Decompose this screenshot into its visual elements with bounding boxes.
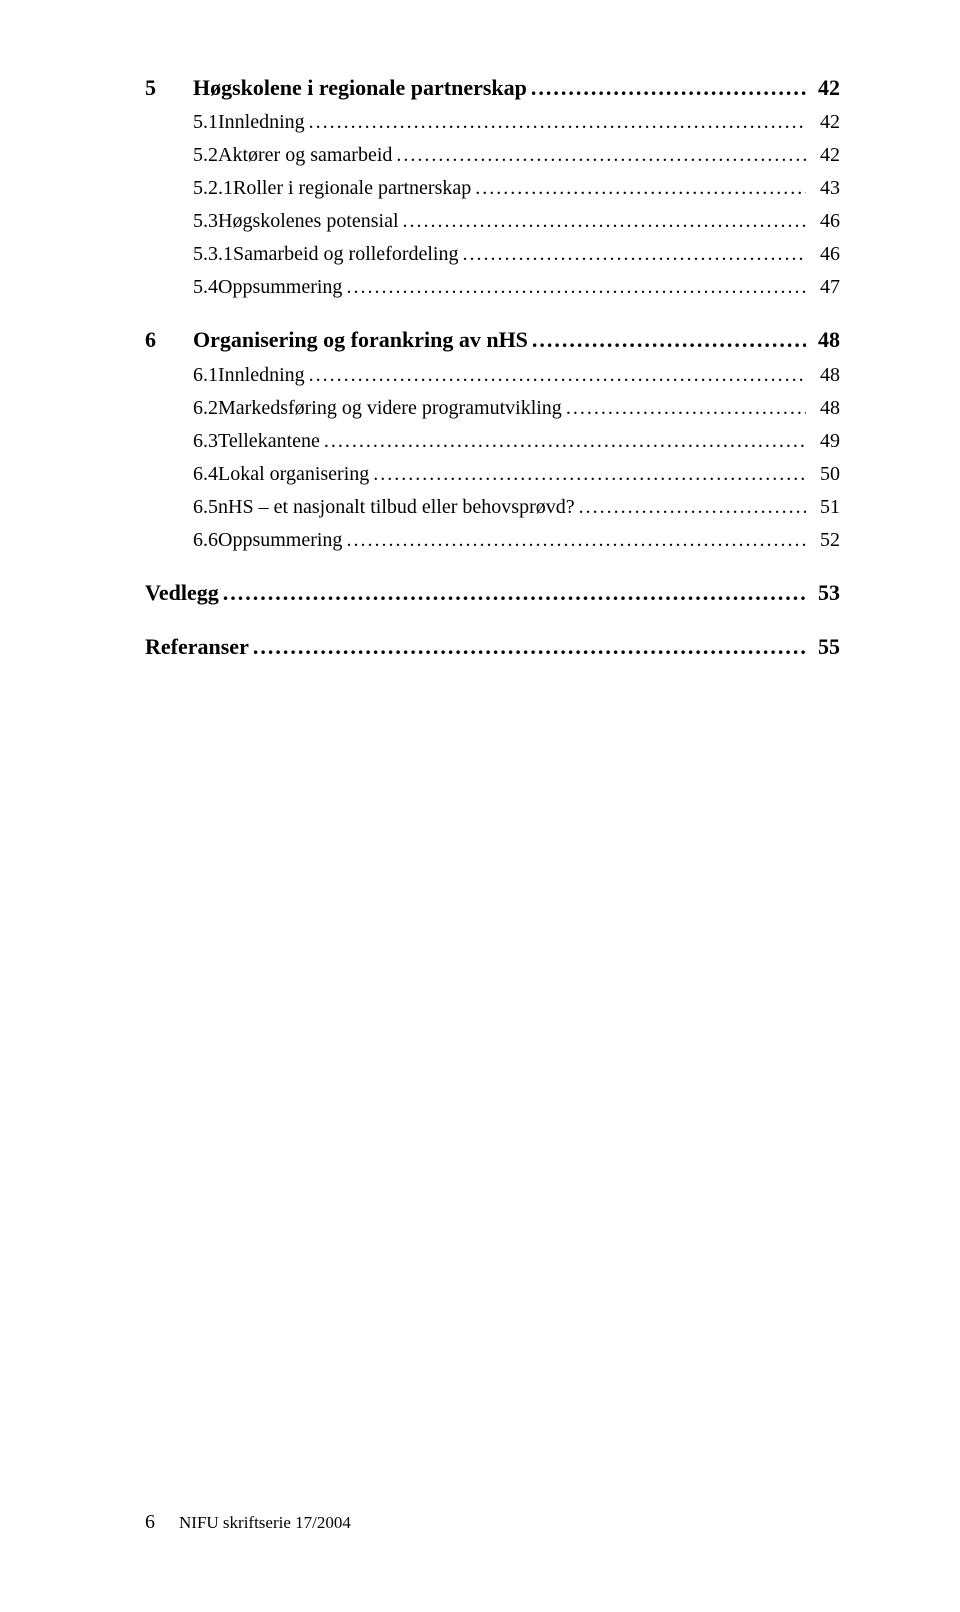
- toc-section-number: 6.6: [145, 524, 218, 557]
- toc-section-5-3: 5.3 Høgskolenes potensial ..............…: [145, 205, 840, 238]
- toc-subsection-number: 5.3.1: [145, 238, 233, 271]
- page-footer: 6 NIFU skriftserie 17/2004: [145, 1511, 351, 1534]
- toc-section-number: 6.5: [145, 491, 218, 524]
- toc-section-title: Lokal organisering: [218, 458, 369, 491]
- page: 5 Høgskolene i regionale partnerskap ...…: [0, 0, 960, 1612]
- toc-section-number: 6.3: [145, 425, 218, 458]
- toc-chapter-title: Høgskolene i regionale partnerskap: [193, 70, 527, 106]
- toc-section-title: Tellekantene: [218, 425, 320, 458]
- toc-section-page: 48: [806, 392, 840, 425]
- toc-subsection-page: 46: [806, 238, 840, 271]
- toc-section-title: Innledning: [218, 359, 305, 392]
- toc-leader: ........................................…: [305, 359, 806, 392]
- toc-section-page: 42: [806, 139, 840, 172]
- toc-leader: ........................................…: [342, 271, 806, 304]
- toc-chapter-page: 48: [806, 322, 840, 358]
- toc-subsection-title: Roller i regionale partnerskap: [233, 172, 471, 205]
- series-label: NIFU skriftserie 17/2004: [179, 1513, 351, 1533]
- toc-references-title: Referanser: [145, 629, 249, 665]
- toc-leader: ........................................…: [575, 491, 806, 524]
- toc-leader: ........................................…: [459, 238, 807, 271]
- page-number: 6: [145, 1511, 155, 1534]
- toc-section-page: 48: [806, 359, 840, 392]
- toc-section-number: 6.4: [145, 458, 218, 491]
- toc-chapter-page: 42: [806, 70, 840, 106]
- spacer: [145, 304, 840, 322]
- toc-leader: ........................................…: [528, 322, 806, 358]
- toc-leader: ........................................…: [471, 172, 806, 205]
- toc-section-number: 5.4: [145, 271, 218, 304]
- toc-section-title: Innledning: [218, 106, 305, 139]
- toc-leader: ........................................…: [249, 629, 806, 665]
- toc-leader: ........................................…: [320, 425, 806, 458]
- spacer: [145, 611, 840, 629]
- toc-subsection-number: 5.2.1: [145, 172, 233, 205]
- toc-chapter-5: 5 Høgskolene i regionale partnerskap ...…: [145, 70, 840, 106]
- toc-leader: ........................................…: [562, 392, 806, 425]
- toc-references-page: 55: [806, 629, 840, 665]
- toc-subsection-title: Samarbeid og rollefordeling: [233, 238, 459, 271]
- toc-appendix-page: 53: [806, 575, 840, 611]
- toc-chapter-title: Organisering og forankring av nHS: [193, 322, 528, 358]
- toc-section-5-2: 5.2 Aktører og samarbeid ...............…: [145, 139, 840, 172]
- toc-referanser: Referanser .............................…: [145, 629, 840, 665]
- spacer: [145, 557, 840, 575]
- toc-section-6-6: 6.6 Oppsummering .......................…: [145, 524, 840, 557]
- toc-subsection-5-2-1: 5.2.1 Roller i regionale partnerskap ...…: [145, 172, 840, 205]
- toc-section-number: 5.3: [145, 205, 218, 238]
- toc-section-page: 47: [806, 271, 840, 304]
- toc-section-title: Høgskolenes potensial: [218, 205, 399, 238]
- toc-section-number: 5.1: [145, 106, 218, 139]
- toc-section-title: nHS – et nasjonalt tilbud eller behovspr…: [218, 491, 575, 524]
- toc-section-number: 5.2: [145, 139, 218, 172]
- toc-leader: ........................................…: [527, 70, 806, 106]
- toc-section-6-4: 6.4 Lokal organisering .................…: [145, 458, 840, 491]
- toc-leader: ........................................…: [305, 106, 806, 139]
- toc-section-page: 52: [806, 524, 840, 557]
- toc-section-title: Oppsummering: [218, 271, 342, 304]
- toc-section-number: 6.2: [145, 392, 218, 425]
- toc-chapter-6: 6 Organisering og forankring av nHS ....…: [145, 322, 840, 358]
- toc-section-6-5: 6.5 nHS – et nasjonalt tilbud eller beho…: [145, 491, 840, 524]
- toc-subsection-5-3-1: 5.3.1 Samarbeid og rollefordeling ......…: [145, 238, 840, 271]
- toc-section-5-1: 5.1 Innledning .........................…: [145, 106, 840, 139]
- toc-section-6-3: 6.3 Tellekantene .......................…: [145, 425, 840, 458]
- toc-section-page: 50: [806, 458, 840, 491]
- toc-section-page: 51: [806, 491, 840, 524]
- toc-section-title: Oppsummering: [218, 524, 342, 557]
- toc-section-number: 6.1: [145, 359, 218, 392]
- toc-section-6-2: 6.2 Markedsføring og videre programutvik…: [145, 392, 840, 425]
- toc-chapter-number: 5: [145, 70, 193, 106]
- table-of-contents: 5 Høgskolene i regionale partnerskap ...…: [145, 70, 840, 665]
- toc-subsection-page: 43: [806, 172, 840, 205]
- toc-section-5-4: 5.4 Oppsummering .......................…: [145, 271, 840, 304]
- toc-chapter-number: 6: [145, 322, 193, 358]
- toc-section-6-1: 6.1 Innledning .........................…: [145, 359, 840, 392]
- toc-vedlegg: Vedlegg ................................…: [145, 575, 840, 611]
- toc-leader: ........................................…: [399, 205, 806, 238]
- toc-leader: ........................................…: [342, 524, 806, 557]
- toc-section-page: 49: [806, 425, 840, 458]
- toc-leader: ........................................…: [219, 575, 806, 611]
- toc-section-title: Aktører og samarbeid: [218, 139, 392, 172]
- toc-section-page: 46: [806, 205, 840, 238]
- toc-appendix-title: Vedlegg: [145, 575, 219, 611]
- toc-section-page: 42: [806, 106, 840, 139]
- toc-leader: ........................................…: [369, 458, 806, 491]
- toc-leader: ........................................…: [392, 139, 806, 172]
- toc-section-title: Markedsføring og videre programutvikling: [218, 392, 562, 425]
